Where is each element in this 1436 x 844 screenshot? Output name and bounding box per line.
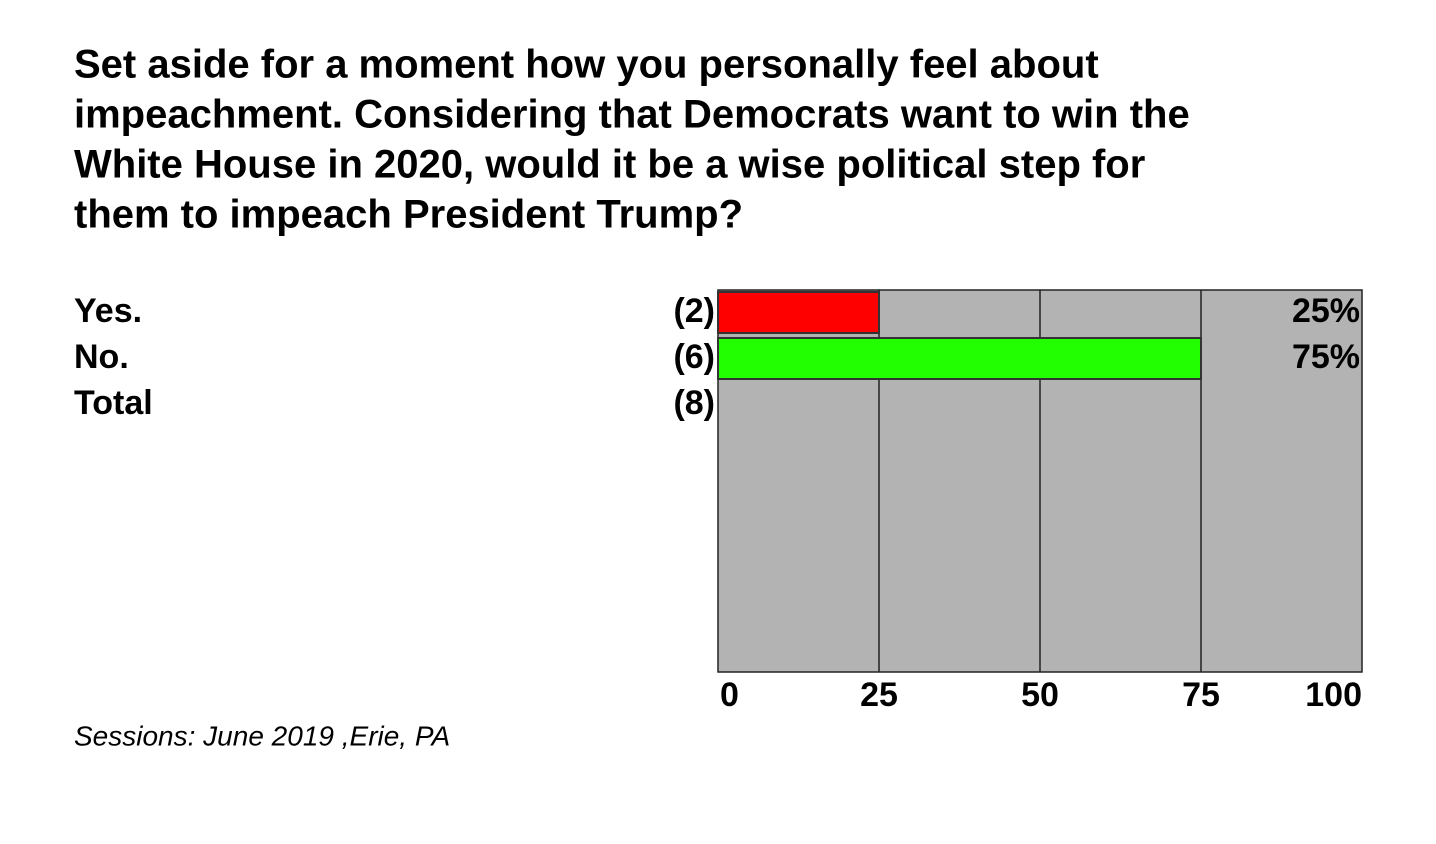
title-line: impeachment. Considering that Democrats … — [74, 93, 1190, 137]
category-label: No. — [74, 338, 129, 376]
count-label: (6) — [673, 338, 715, 376]
x-tick-label: 50 — [1021, 676, 1059, 714]
category-label: Total — [74, 384, 153, 422]
note: Sessions: June 2019 ,Erie, PA — [74, 720, 450, 751]
count-label: (8) — [673, 384, 715, 422]
x-tick-label: 0 — [720, 676, 739, 714]
value-label: 75% — [1292, 338, 1360, 376]
title-line: Set aside for a moment how you personall… — [74, 43, 1099, 87]
x-tick-label: 25 — [860, 676, 898, 714]
count-label: (2) — [673, 292, 715, 330]
title-line: White House in 2020, would it be a wise … — [74, 143, 1145, 187]
x-tick-label: 75 — [1182, 676, 1220, 714]
category-label: Yes. — [74, 292, 142, 330]
bar — [717, 337, 1202, 380]
value-label: 25% — [1292, 292, 1360, 330]
bar — [717, 291, 880, 334]
x-tick-label: 100 — [1305, 676, 1362, 714]
title-line: them to impeach President Trump? — [74, 193, 743, 237]
